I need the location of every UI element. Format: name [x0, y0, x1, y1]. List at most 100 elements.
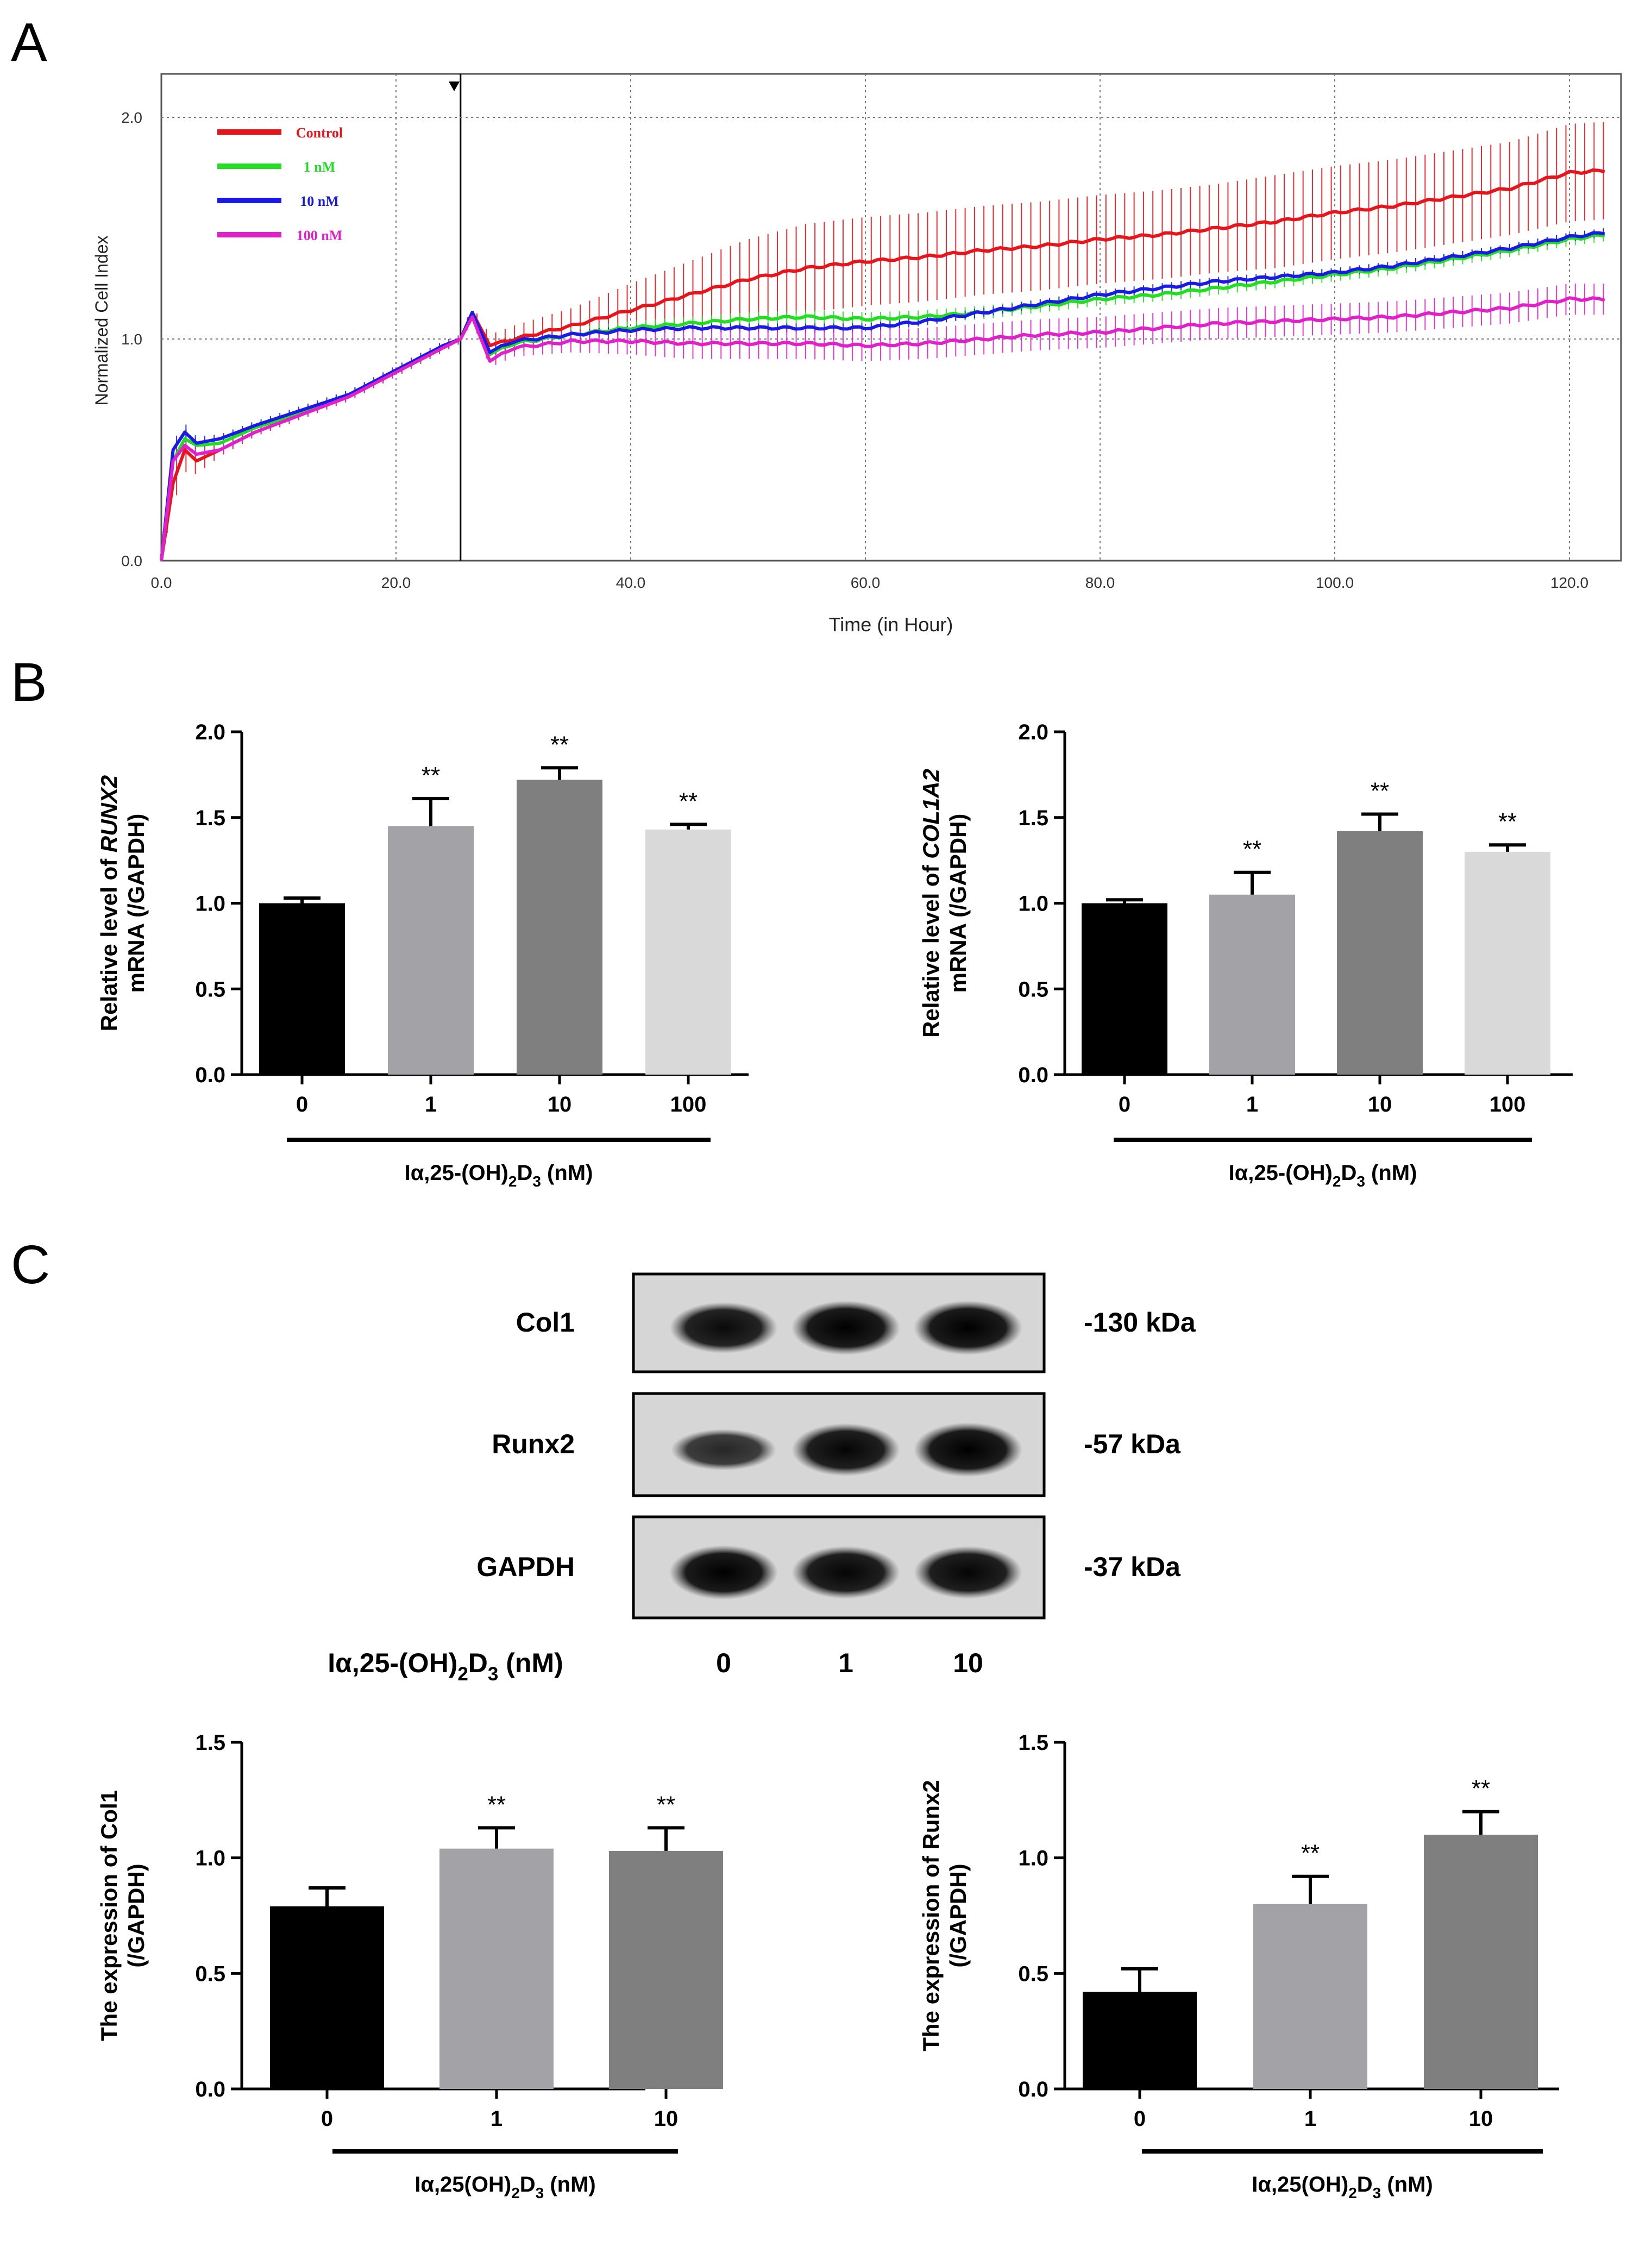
significance-label: **	[679, 788, 698, 814]
blot-lane-label: 1	[838, 1648, 853, 1678]
plot-frame	[160, 73, 1622, 562]
bar-0	[270, 1906, 384, 2089]
subscript: 2	[511, 2185, 520, 2201]
x-tick-label: 10	[1368, 1093, 1392, 1116]
label-part: Iα,25-(OH)	[328, 1648, 457, 1678]
x-tick-label: 10	[654, 2107, 679, 2131]
x-tick-label: 0	[1134, 2107, 1146, 2131]
x-tick-label: 80.0	[1085, 574, 1115, 591]
blot-size-col1: -130 kDa	[1084, 1307, 1196, 1338]
bar-10	[609, 1850, 723, 2089]
label-part: (nM)	[498, 1648, 563, 1678]
bar-1	[1253, 1904, 1367, 2089]
x-tick-label: 0.0	[151, 574, 172, 591]
blot-label-gapdh: GAPDH	[476, 1552, 575, 1582]
treatment-marker-icon	[449, 81, 460, 91]
significance-label: **	[657, 1791, 675, 1818]
series-line-control	[160, 168, 1605, 561]
y-tick-label: 1.5	[1018, 806, 1048, 830]
y-label-line-2: mRNA (/GAPDH)	[123, 814, 149, 993]
bar-10	[1337, 831, 1423, 1075]
y-tick-label: 1.5	[1018, 1731, 1048, 1755]
blot-band	[914, 1422, 1022, 1477]
blot-band	[669, 1302, 778, 1353]
y-tick-label: 1.5	[195, 1731, 225, 1755]
x-tick-label: 20.0	[381, 574, 411, 591]
label-part: D	[520, 2173, 536, 2196]
error-bars	[166, 122, 1604, 533]
subscript: 2	[508, 1173, 517, 1190]
y-tick-label: 0.0	[121, 553, 142, 569]
y-tick-label: 0.5	[1018, 977, 1048, 1001]
label-part: (nM)	[544, 2173, 596, 2196]
x-tick-label: 0	[1119, 1093, 1130, 1116]
significance-label: **	[1301, 1840, 1320, 1867]
subscript: 2	[1333, 1173, 1341, 1190]
y-tick-label: 1.5	[195, 806, 225, 830]
label-part: D	[1341, 1161, 1356, 1185]
subscript: 2	[457, 1664, 468, 1685]
significance-label: **	[550, 731, 569, 758]
x-tick-label: 1	[425, 1093, 437, 1116]
blot-band	[669, 1545, 778, 1600]
y-tick-label: 1.0	[1018, 892, 1048, 916]
series-line-10-nm	[160, 231, 1605, 561]
label-part: Iα,25-(OH)	[1229, 1161, 1333, 1185]
bar-1	[439, 1848, 554, 2089]
y-label-line-1: The expression of Col1	[96, 1790, 122, 2041]
bar-10	[1424, 1835, 1538, 2089]
blot-band	[671, 1429, 776, 1471]
bar-0	[1082, 903, 1167, 1075]
x-axis-label: Iα,25(OH)2D3 (nM)	[414, 2173, 596, 2201]
y-label-prefix: Relative level of	[96, 852, 122, 1031]
y-tick-label: 1.0	[1018, 1847, 1048, 1871]
y-label-line-1: Relative level of COL1A2	[918, 769, 944, 1038]
subscript: 3	[532, 1173, 541, 1190]
blot-treatment-label: Iα,25-(OH)2D3 (nM)	[328, 1648, 563, 1685]
y-label-line-1: Relative level of RUNX2	[96, 775, 122, 1032]
y-label-gene: RUNX2	[96, 775, 122, 852]
bar-0	[1083, 1992, 1197, 2089]
bar-100	[645, 829, 731, 1075]
legend-label-100-nm: 100 nM	[297, 228, 343, 243]
panel-label-c: C	[11, 1234, 50, 1295]
legend: Control 1 nM 10 nM 100 nM	[217, 125, 343, 243]
blot-label-runx2: Runx2	[492, 1429, 575, 1459]
bar-0	[259, 903, 345, 1075]
bar-1	[1209, 894, 1295, 1075]
runx2-mrna-chart: 0.0 0.5 1.0 1.5 2.0 0 ** 1 ** 10 ** 100 Iα,25-(OH)2D…	[96, 720, 749, 1190]
x-axis-label: Iα,25-(OH)2D3 (nM)	[405, 1161, 593, 1190]
y-tick-label: 2.0	[1018, 720, 1048, 744]
y-tick-label: 0.5	[195, 1962, 225, 1986]
bar-1	[388, 826, 474, 1075]
series-line-100-nm	[160, 296, 1605, 561]
y-axis-label: Relative level of RUNX2mRNA (/GAPDH)	[96, 775, 149, 1032]
blot-band	[914, 1301, 1022, 1355]
label-part: D	[468, 1648, 488, 1678]
y-axis-label: Relative level of COL1A2mRNA (/GAPDH)	[918, 769, 971, 1038]
y-tick-label: 1.0	[195, 1847, 225, 1871]
legend-label-1-nm: 1 nM	[304, 159, 336, 175]
blot-lane-label: 0	[716, 1648, 731, 1678]
y-axis-label: Normalized Cell Index	[92, 235, 111, 405]
x-tick-label: 100	[1490, 1093, 1526, 1116]
x-tick-label: 1	[491, 2107, 502, 2131]
subscript: 3	[536, 2185, 544, 2201]
y-tick-label: 2.0	[121, 109, 142, 126]
blot-size-runx2: -57 kDa	[1084, 1429, 1181, 1459]
significance-label: **	[1472, 1775, 1490, 1802]
y-label-line-1: The expression of Runx2	[918, 1780, 944, 2051]
y-tick-label: 0.0	[195, 2078, 225, 2101]
legend-label-10-nm: 10 nM	[300, 193, 339, 209]
blot-label-col1: Col1	[516, 1307, 575, 1338]
significance-label: **	[1498, 808, 1517, 835]
bar-100	[1465, 851, 1550, 1075]
y-tick-label: 1.0	[121, 331, 142, 348]
y-label-line-2: (/GAPDH)	[945, 1863, 971, 1967]
blot-band	[792, 1301, 900, 1355]
subscript: 3	[488, 1664, 498, 1685]
x-axis-label: Iα,25-(OH)2D3 (nM)	[1229, 1161, 1417, 1190]
y-tick-label: 2.0	[195, 720, 225, 744]
series-line-1-nm	[160, 233, 1605, 561]
